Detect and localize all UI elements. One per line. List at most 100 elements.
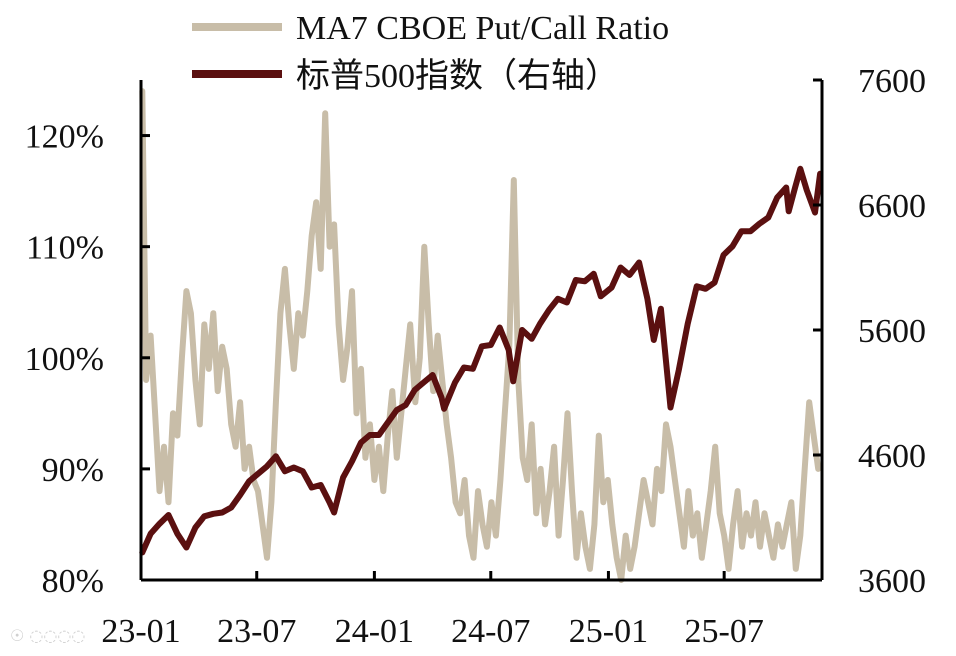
data-point-sp500 — [412, 388, 417, 392]
data-point-put-call — [300, 333, 305, 338]
data-point-put-call — [655, 466, 659, 471]
data-point-put-call — [641, 478, 646, 482]
data-point-put-call — [708, 489, 713, 494]
data-point-put-call — [480, 522, 485, 527]
data-point-put-call — [762, 511, 767, 516]
data-point-sp500 — [403, 403, 408, 407]
data-point-sp500 — [359, 440, 363, 445]
data-point-put-call — [650, 522, 655, 527]
data-point-put-call — [157, 489, 162, 494]
data-point-put-call — [740, 544, 745, 549]
data-point-put-call — [363, 455, 368, 460]
data-point-put-call — [789, 500, 794, 505]
data-point-sp500 — [757, 221, 762, 226]
data-point-put-call — [780, 544, 785, 549]
data-point-sp500 — [798, 166, 803, 171]
data-point-put-call — [394, 455, 399, 460]
data-point-sp500 — [627, 273, 632, 277]
data-point-sp500 — [520, 328, 525, 332]
data-point-sp500 — [439, 395, 444, 400]
data-point-sp500 — [184, 545, 189, 550]
data-point-sp500 — [282, 469, 287, 474]
data-point-put-call — [444, 422, 449, 427]
data-point-put-call — [269, 500, 274, 505]
data-point-sp500 — [309, 485, 314, 490]
data-point-put-call — [677, 511, 682, 516]
data-point-sp500 — [376, 433, 381, 437]
data-point-put-call — [399, 411, 404, 416]
y-right-tick-label: 4600 — [858, 438, 926, 475]
data-point-put-call — [171, 411, 175, 416]
data-point-put-call — [632, 544, 637, 549]
data-point-put-call — [372, 478, 377, 482]
y-left-tick-label: 120% — [25, 119, 104, 156]
data-point-put-call — [525, 478, 530, 482]
data-point-put-call — [350, 289, 354, 294]
data-point-put-call — [256, 489, 260, 494]
data-point-put-call — [390, 389, 395, 394]
data-point-put-call — [811, 433, 816, 438]
y-left-tick-label: 100% — [25, 341, 104, 378]
data-point-put-call — [385, 433, 390, 438]
data-point-sp500 — [442, 406, 447, 411]
data-point-put-call — [717, 511, 722, 516]
data-point-put-call — [162, 444, 166, 449]
legend: MA7 CBOE Put/Call Ratio 标普500指数（右轴） — [192, 10, 669, 95]
data-point-put-call — [807, 400, 812, 405]
data-point-put-call — [498, 478, 503, 482]
data-point-put-call — [502, 411, 507, 416]
data-point-sp500 — [573, 278, 578, 282]
axes: 80% 90% 100% 110% 120% 3600 4600 5600 6600 7600 23… — [25, 63, 926, 650]
data-point-put-call — [282, 266, 287, 271]
data-point-sp500 — [651, 338, 656, 342]
data-point-put-call — [686, 489, 691, 494]
legend-item-put-call: MA7 CBOE Put/Call Ratio — [192, 10, 669, 47]
data-point-sp500 — [637, 260, 642, 265]
data-point-put-call — [493, 533, 498, 538]
data-point-sp500 — [730, 244, 735, 249]
data-point-put-call — [704, 522, 709, 527]
data-point-sp500 — [166, 513, 171, 517]
data-point-put-call — [713, 444, 718, 449]
data-point-put-call — [570, 489, 574, 494]
x-tick-label: 23-07 — [217, 613, 296, 650]
data-point-sp500 — [461, 365, 466, 370]
data-point-sp500 — [211, 511, 216, 516]
y-left-tick-label: 80% — [42, 563, 104, 600]
data-point-sp500 — [229, 505, 234, 510]
data-point-put-call — [565, 411, 570, 416]
data-point-sp500 — [804, 188, 809, 192]
data-point-sp500 — [591, 271, 596, 276]
data-point-sp500 — [220, 510, 225, 515]
data-point-put-call — [440, 378, 445, 382]
data-point-sp500 — [238, 493, 243, 497]
data-point-put-call — [511, 178, 516, 182]
data-point-sp500 — [247, 479, 252, 484]
data-point-sp500 — [529, 336, 534, 341]
data-point-sp500 — [748, 229, 753, 234]
data-point-put-call — [153, 411, 158, 416]
data-point-put-call — [547, 489, 552, 494]
y-left-tick-label: 110% — [26, 230, 104, 267]
data-point-sp500 — [430, 373, 435, 377]
data-point-sp500 — [564, 300, 569, 305]
legend-item-sp500: 标普500指数（右轴） — [192, 57, 619, 95]
data-point-sp500 — [703, 286, 708, 291]
data-point-put-call — [753, 500, 758, 505]
data-point-put-call — [408, 322, 413, 327]
data-point-put-call — [327, 244, 332, 249]
data-point-put-call — [206, 366, 211, 371]
data-point-sp500 — [341, 475, 346, 480]
data-point-put-call — [758, 544, 762, 549]
data-point-put-call — [166, 500, 171, 505]
data-point-put-call — [211, 311, 216, 316]
legend-label-sp500: 标普500指数（右轴） — [296, 57, 619, 95]
data-point-sp500 — [350, 459, 354, 464]
data-point-put-call — [587, 566, 592, 571]
data-point-sp500 — [332, 510, 337, 515]
data-point-put-call — [520, 455, 525, 460]
data-point-put-call — [278, 311, 283, 316]
data-point-put-call — [336, 322, 341, 327]
data-point-sp500 — [291, 465, 296, 470]
